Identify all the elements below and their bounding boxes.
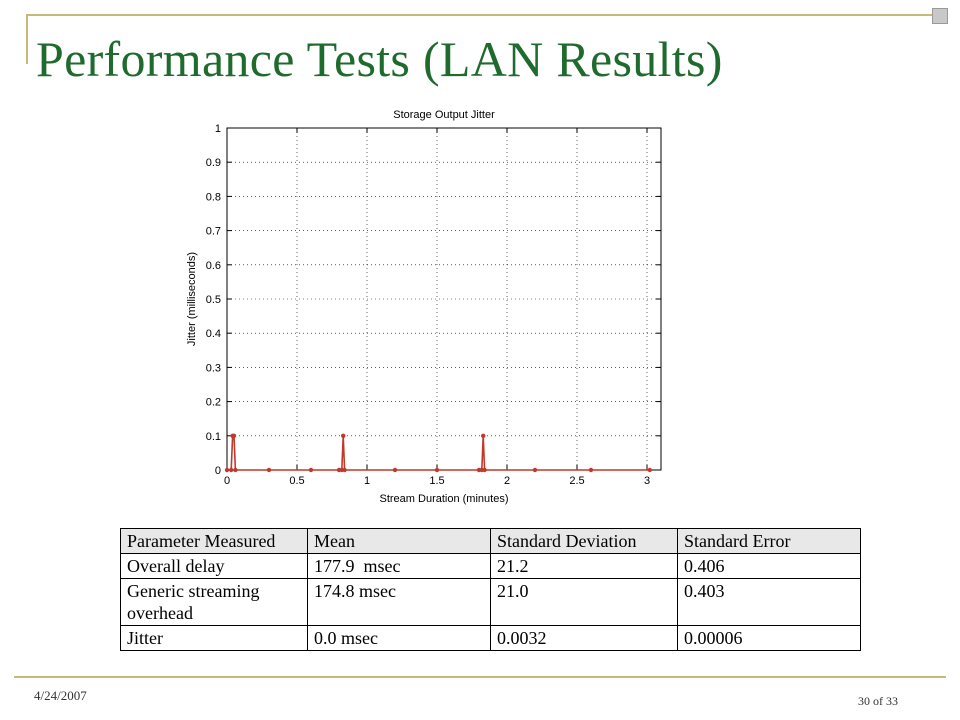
x-tick-label: 2 bbox=[504, 475, 510, 487]
x-tick-label: 1.5 bbox=[429, 475, 444, 487]
header-cell: Mean bbox=[307, 528, 491, 554]
data-point bbox=[342, 467, 347, 473]
y-axis-label: Jitter (milliseconds) bbox=[186, 252, 198, 346]
data-point bbox=[224, 467, 230, 473]
grid bbox=[227, 128, 661, 470]
table-cell: 174.8 msec bbox=[307, 578, 491, 626]
x-tick-label: 0 bbox=[224, 475, 230, 487]
data-point bbox=[588, 467, 594, 473]
chart-title: Storage Output Jitter bbox=[393, 109, 495, 121]
data-point bbox=[481, 433, 486, 438]
x-tick-label: 1 bbox=[364, 475, 370, 487]
data-point bbox=[229, 467, 234, 473]
data-point bbox=[308, 467, 314, 473]
y-tick-label: 0.6 bbox=[206, 260, 221, 272]
y-tick-label: 1 bbox=[215, 123, 221, 135]
table-cell: 0.0032 bbox=[490, 625, 678, 651]
data-point bbox=[647, 467, 652, 473]
table-cell: Overall delay bbox=[120, 553, 308, 579]
table-cell: 0.403 bbox=[677, 578, 861, 626]
y-tick-label: 0 bbox=[215, 465, 221, 477]
page-total: 33 bbox=[886, 694, 898, 708]
table-cell: 21.0 bbox=[490, 578, 678, 626]
y-tick-label: 0.8 bbox=[206, 191, 221, 203]
table-header-row: Parameter Measured Mean Standard Deviati… bbox=[120, 528, 861, 554]
x-axis-label: Stream Duration (minutes) bbox=[380, 493, 509, 505]
series-line bbox=[227, 434, 650, 471]
y-tick-label: 0.4 bbox=[206, 328, 221, 340]
slide-title: Performance Tests (LAN Results) bbox=[36, 31, 723, 87]
top-rule bbox=[26, 14, 946, 16]
page-current: 30 bbox=[858, 694, 870, 708]
table-cell: Generic streaming overhead bbox=[120, 578, 308, 626]
left-rule bbox=[26, 14, 28, 64]
table-cell: Jitter bbox=[120, 625, 308, 651]
data-point bbox=[231, 433, 237, 438]
jitter-chart: 0 0.5 1 1.5 2 2.5 3 0 0.1 0.2 0.3 0.4 0.5 0.6 0.7 0.8 0.… bbox=[186, 109, 662, 505]
table-row: Generic streaming overhead 174.8 msec 21… bbox=[120, 578, 861, 626]
chart-container: 0 0.5 1 1.5 2 2.5 3 0 0.1 0.2 0.3 0.4 0.5 0.6 0.7 0.8 0.… bbox=[150, 98, 710, 512]
data-point bbox=[341, 433, 346, 438]
data-point bbox=[482, 467, 487, 473]
y-tick-label: 0.5 bbox=[206, 294, 221, 306]
table-row: Jitter 0.0 msec 0.0032 0.00006 bbox=[120, 625, 861, 651]
table-cell: 0.00006 bbox=[677, 625, 861, 651]
header-cell: Standard Deviation bbox=[490, 528, 678, 554]
data-point bbox=[233, 467, 238, 473]
y-tick-label: 0.2 bbox=[206, 397, 221, 409]
page-of: of bbox=[873, 694, 883, 708]
page-indicator: 30 of 33 bbox=[858, 694, 898, 709]
y-tick-label: 0.7 bbox=[206, 226, 221, 238]
data-point bbox=[266, 467, 272, 473]
y-tick-label: 0.1 bbox=[206, 431, 221, 443]
results-table: Parameter Measured Mean Standard Deviati… bbox=[120, 528, 861, 651]
header-cell: Standard Error bbox=[677, 528, 861, 554]
table-cell: 177.9 msec bbox=[307, 553, 491, 579]
table-cell: 0.406 bbox=[677, 553, 861, 579]
data-point bbox=[532, 467, 538, 473]
table-cell: 0.0 msec bbox=[307, 625, 491, 651]
x-tick-label: 2.5 bbox=[569, 475, 584, 487]
x-tick-label: 3 bbox=[644, 475, 650, 487]
series-jitter bbox=[224, 433, 652, 473]
y-tick-label: 0.9 bbox=[206, 157, 221, 169]
footer-rule bbox=[14, 676, 946, 678]
corner-square bbox=[932, 8, 948, 24]
x-tick-label: 0.5 bbox=[289, 475, 304, 487]
data-point bbox=[434, 467, 440, 473]
slide-date: 4/24/2007 bbox=[34, 688, 87, 703]
table-row: Overall delay 177.9 msec 21.2 0.406 bbox=[120, 553, 861, 579]
y-tick-label: 0.3 bbox=[206, 362, 221, 374]
header-cell: Parameter Measured bbox=[120, 528, 308, 554]
table-cell: 21.2 bbox=[490, 553, 678, 579]
data-point bbox=[392, 467, 398, 473]
